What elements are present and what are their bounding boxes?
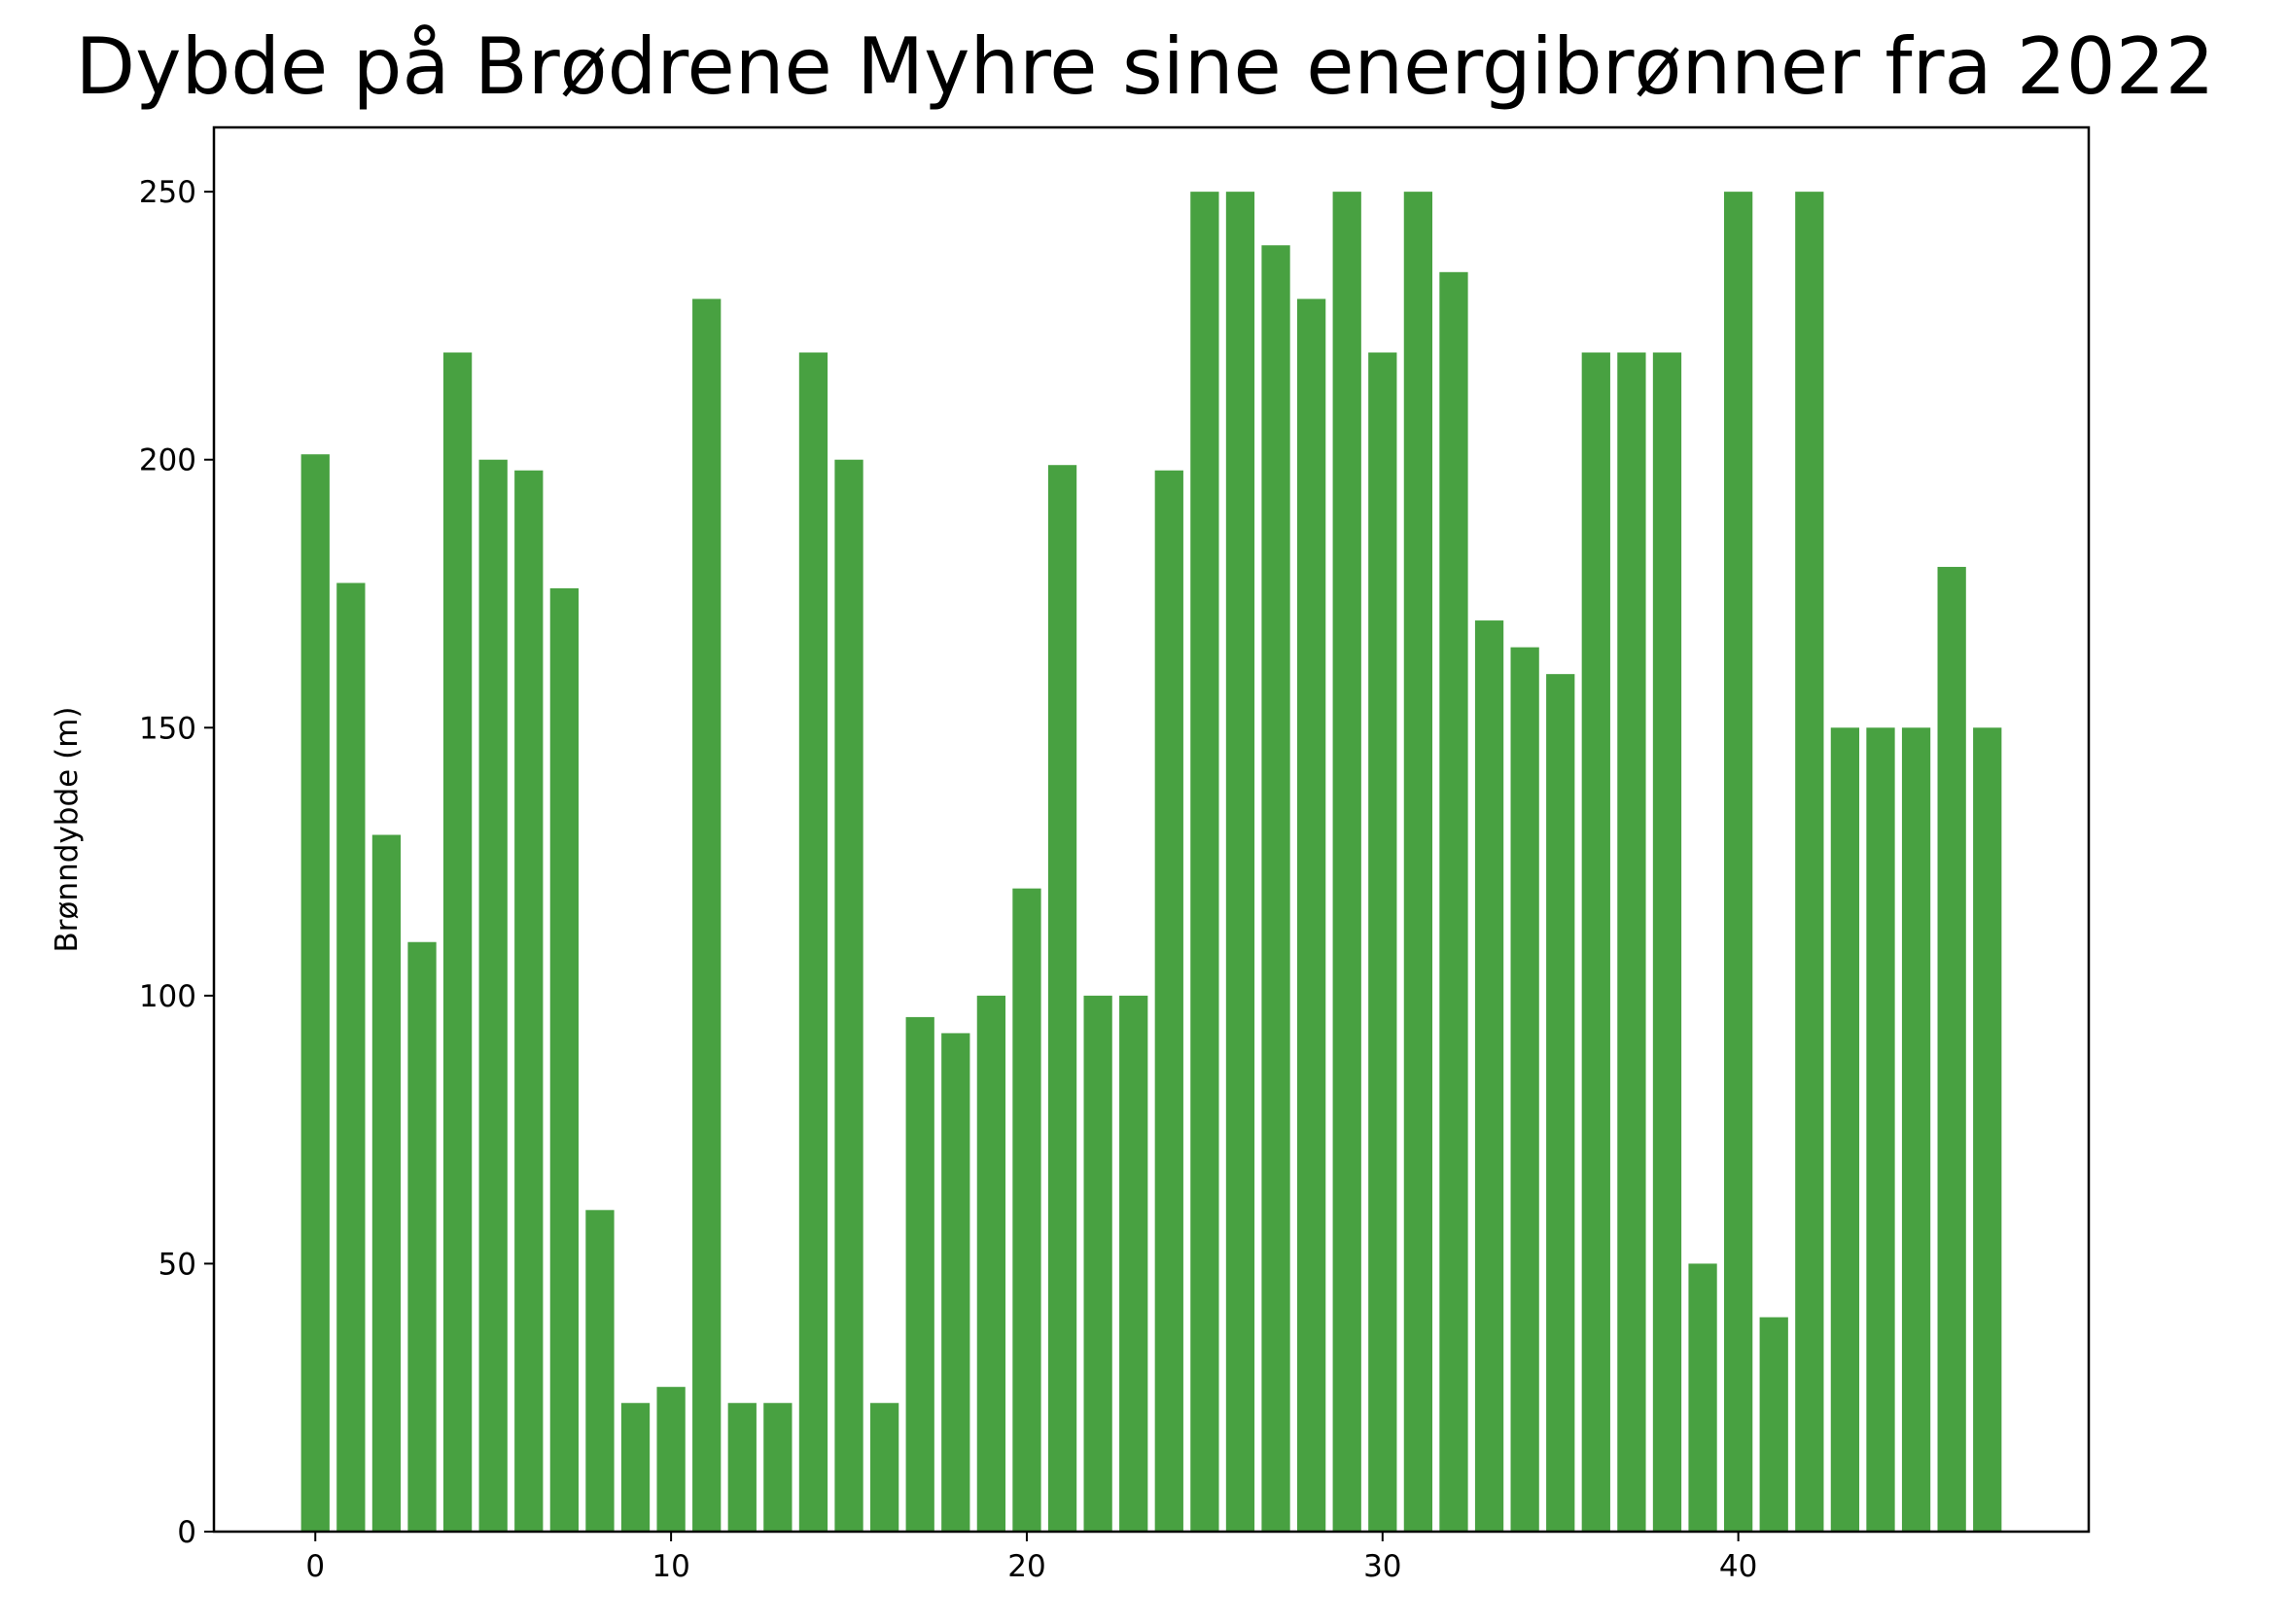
bar-6 bbox=[514, 470, 544, 1533]
bar-42 bbox=[1795, 192, 1824, 1532]
bar-47 bbox=[1973, 727, 2002, 1532]
bar-37 bbox=[1617, 352, 1646, 1533]
bars-group bbox=[300, 192, 2002, 1533]
y-tick-label: 0 bbox=[177, 1515, 196, 1550]
x-tick-label: 20 bbox=[1007, 1549, 1045, 1584]
chart-title: Dybde på Brødrene Myhre sine energibrønn… bbox=[75, 21, 2215, 112]
bar-5 bbox=[478, 459, 508, 1533]
bar-26 bbox=[1225, 192, 1255, 1532]
y-tick-label: 100 bbox=[139, 979, 196, 1014]
y-axis: 0 50 100 150 200 250 bbox=[139, 175, 214, 1550]
y-tick-label: 50 bbox=[159, 1247, 196, 1282]
bar-18 bbox=[941, 1033, 970, 1532]
bar-1 bbox=[336, 583, 366, 1532]
bar-14 bbox=[798, 352, 828, 1533]
bar-44 bbox=[1866, 727, 1895, 1532]
bar-9 bbox=[620, 1402, 651, 1532]
bar-33 bbox=[1474, 620, 1504, 1532]
bar-22 bbox=[1083, 995, 1112, 1532]
x-tick-label: 10 bbox=[652, 1549, 689, 1584]
y-tick-label: 200 bbox=[139, 443, 196, 478]
bar-43 bbox=[1830, 727, 1860, 1532]
bar-36 bbox=[1581, 352, 1610, 1533]
y-tick-label: 250 bbox=[139, 175, 196, 210]
bar-40 bbox=[1724, 192, 1753, 1532]
bar-7 bbox=[549, 587, 579, 1532]
y-axis-label: Brønndybde (m) bbox=[50, 707, 85, 953]
bar-28 bbox=[1297, 299, 1326, 1532]
bar-39 bbox=[1688, 1263, 1717, 1532]
bar-19 bbox=[976, 995, 1006, 1532]
bar-38 bbox=[1652, 352, 1682, 1533]
plot-frame bbox=[212, 125, 2091, 1534]
bar-13 bbox=[763, 1402, 793, 1532]
bar-27 bbox=[1261, 245, 1290, 1532]
bar-10 bbox=[656, 1387, 686, 1532]
x-tick-label: 40 bbox=[1719, 1549, 1757, 1584]
bar-23 bbox=[1119, 995, 1148, 1532]
bar-31 bbox=[1403, 192, 1433, 1532]
bar-21 bbox=[1047, 465, 1077, 1533]
bar-12 bbox=[727, 1402, 757, 1532]
y-tick-label: 150 bbox=[139, 711, 196, 746]
bar-4 bbox=[442, 352, 473, 1533]
bar-24 bbox=[1154, 470, 1183, 1533]
bar-2 bbox=[371, 834, 402, 1532]
bar-46 bbox=[1937, 566, 1966, 1532]
bar-34 bbox=[1510, 647, 1539, 1532]
bar-35 bbox=[1546, 674, 1575, 1532]
x-tick-label: 0 bbox=[305, 1549, 325, 1584]
bar-3 bbox=[407, 941, 437, 1532]
x-axis: 0 10 20 30 40 bbox=[305, 1532, 1757, 1584]
bar-11 bbox=[692, 299, 722, 1532]
bar-16 bbox=[869, 1402, 899, 1532]
bar-45 bbox=[1901, 727, 1931, 1532]
bar-25 bbox=[1190, 192, 1219, 1532]
bar-20 bbox=[1012, 888, 1041, 1532]
bar-29 bbox=[1332, 192, 1361, 1532]
x-tick-label: 30 bbox=[1363, 1549, 1401, 1584]
bar-15 bbox=[834, 459, 863, 1533]
bar-30 bbox=[1368, 352, 1397, 1533]
bar-8 bbox=[585, 1210, 615, 1532]
bar-41 bbox=[1759, 1317, 1788, 1532]
bar-0 bbox=[300, 454, 330, 1533]
bar-32 bbox=[1439, 271, 1468, 1532]
bar-17 bbox=[905, 1016, 934, 1532]
